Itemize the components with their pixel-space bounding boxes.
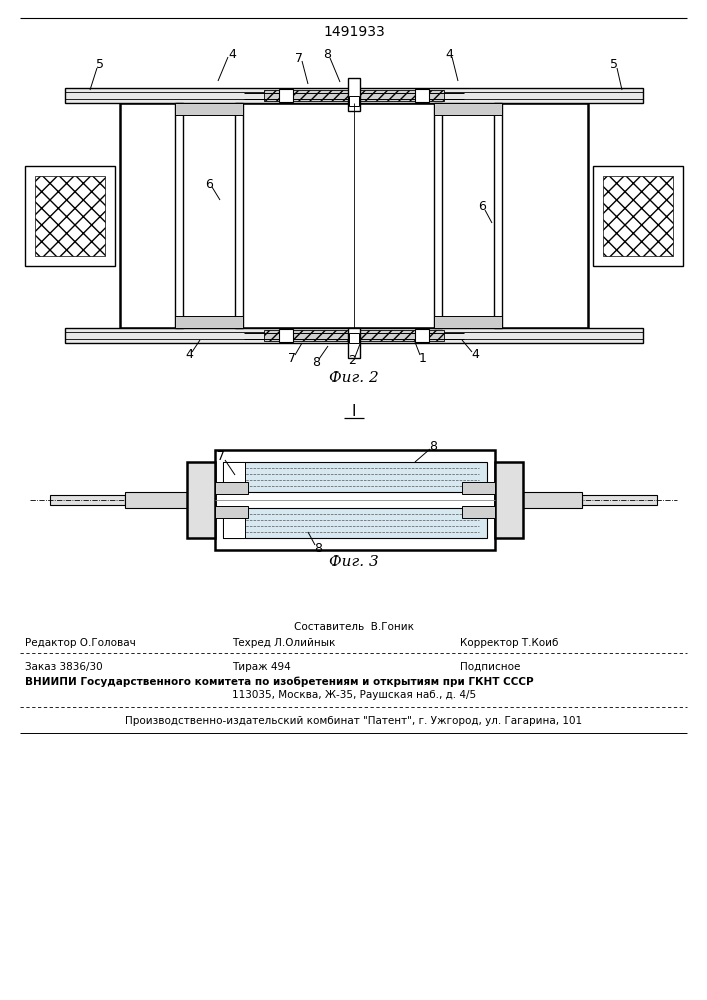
Text: Редактор О.Головач: Редактор О.Головач xyxy=(25,638,136,648)
Text: Составитель  В.Гоник: Составитель В.Гоник xyxy=(294,622,414,632)
Text: Производственно-издательский комбинат "Патент", г. Ужгород, ул. Гагарина, 101: Производственно-издательский комбинат "П… xyxy=(125,716,583,726)
Text: 2: 2 xyxy=(348,354,356,366)
Bar xyxy=(235,103,243,328)
Bar xyxy=(348,78,360,111)
Bar xyxy=(348,328,360,358)
Bar xyxy=(434,316,502,328)
Text: I: I xyxy=(352,404,356,420)
Bar xyxy=(494,103,502,328)
Text: Фиг. 2: Фиг. 2 xyxy=(329,371,379,385)
Bar xyxy=(35,176,105,256)
Bar xyxy=(175,103,243,115)
Text: 7: 7 xyxy=(217,450,225,464)
Text: 5: 5 xyxy=(96,58,104,72)
Bar xyxy=(279,329,293,342)
Text: ВНИИПИ Государственного комитета по изобретениям и открытиям при ГКНТ СССР: ВНИИПИ Государственного комитета по изоб… xyxy=(25,677,534,687)
Bar xyxy=(434,103,442,328)
Bar xyxy=(187,462,215,538)
Text: Подписное: Подписное xyxy=(460,662,520,672)
Bar xyxy=(415,329,429,342)
Text: 4: 4 xyxy=(445,47,453,60)
Text: Заказ 3836/30: Заказ 3836/30 xyxy=(25,662,103,672)
Text: 4: 4 xyxy=(228,47,236,60)
Bar xyxy=(65,328,643,343)
Text: 8: 8 xyxy=(314,542,322,554)
Bar xyxy=(279,89,293,102)
Bar xyxy=(415,89,429,102)
Bar xyxy=(593,166,683,266)
Bar xyxy=(25,166,115,266)
Text: 6: 6 xyxy=(205,178,213,190)
Bar xyxy=(215,506,248,518)
Bar xyxy=(65,88,643,103)
Bar xyxy=(120,103,588,328)
Text: 6: 6 xyxy=(478,200,486,214)
Bar xyxy=(223,508,487,538)
Text: 8: 8 xyxy=(429,440,437,452)
Bar xyxy=(264,330,444,341)
Text: 4: 4 xyxy=(471,349,479,361)
Bar xyxy=(434,103,502,115)
Bar xyxy=(495,462,523,538)
Bar xyxy=(349,333,359,343)
Bar xyxy=(175,316,243,328)
Bar xyxy=(215,482,248,494)
Text: 8: 8 xyxy=(323,48,331,62)
Bar xyxy=(223,462,245,492)
Text: Техред Л.Олийнык: Техред Л.Олийнык xyxy=(232,638,335,648)
Bar xyxy=(462,506,495,518)
Text: Тираж 494: Тираж 494 xyxy=(232,662,291,672)
Bar xyxy=(223,462,487,492)
Bar xyxy=(50,495,125,505)
Bar xyxy=(349,96,359,106)
Text: 1491933: 1491933 xyxy=(323,25,385,39)
Bar xyxy=(462,482,495,494)
Text: 5: 5 xyxy=(610,58,618,72)
Text: 7: 7 xyxy=(295,51,303,64)
Bar xyxy=(125,492,215,508)
Bar xyxy=(264,90,444,101)
Bar xyxy=(223,508,245,538)
Text: 7: 7 xyxy=(288,352,296,364)
Text: 8: 8 xyxy=(312,356,320,368)
Text: 1: 1 xyxy=(419,352,427,364)
Bar xyxy=(492,492,582,508)
Text: Корректор Т.Коиб: Корректор Т.Коиб xyxy=(460,638,559,648)
Text: 113035, Москва, Ж-35, Раушская наб., д. 4/5: 113035, Москва, Ж-35, Раушская наб., д. … xyxy=(232,690,476,700)
Text: 4: 4 xyxy=(185,349,193,361)
Bar xyxy=(215,450,495,550)
Bar xyxy=(582,495,657,505)
Text: Фиг. 3: Фиг. 3 xyxy=(329,555,379,569)
Bar xyxy=(603,176,673,256)
Bar xyxy=(175,103,183,328)
